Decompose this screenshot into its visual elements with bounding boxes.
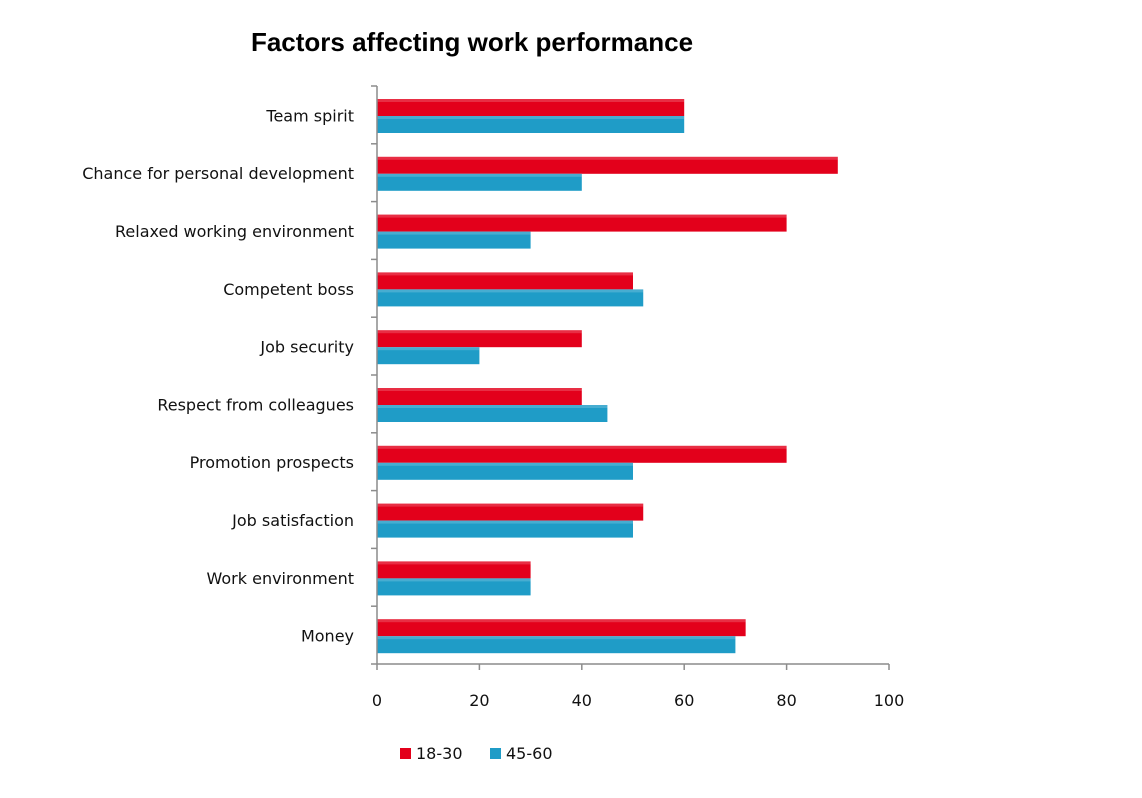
bar-highlight: [377, 561, 531, 565]
category-label: Relaxed working environment: [115, 222, 354, 241]
category-label: Job satisfaction: [231, 511, 354, 530]
category-label: Competent boss: [223, 280, 354, 299]
bar-18-30-job-security: [377, 330, 582, 348]
x-tick-label: 100: [874, 691, 905, 710]
bar-highlight: [377, 231, 531, 235]
bar-45-60-competent-boss: [377, 289, 644, 307]
bar-highlight: [377, 636, 736, 640]
bar-18-30-relaxed-working-environment: [377, 214, 787, 232]
legend-label: 18-30: [416, 744, 463, 763]
bar-45-60-promotion-prospects: [377, 462, 633, 480]
bar-45-60-relaxed-working-environment: [377, 231, 531, 249]
category-label: Money: [301, 627, 354, 646]
bar-highlight: [377, 503, 644, 507]
bar-highlight: [377, 405, 608, 408]
bar-highlight: [377, 330, 582, 334]
bar-18-30-competent-boss: [377, 272, 633, 290]
bar-highlight: [377, 347, 480, 351]
bar-highlight: [377, 99, 685, 102]
category-label: Job security: [259, 338, 354, 357]
bar-highlight: [377, 156, 838, 160]
x-tick-label: 80: [776, 691, 796, 710]
bar-45-60-job-satisfaction: [377, 520, 633, 538]
chart-title: Factors affecting work performance: [251, 27, 693, 57]
bar-highlight: [377, 173, 582, 177]
x-tick-label: 60: [674, 691, 694, 710]
bar-18-30-work-environment: [377, 561, 531, 579]
legend: 18-30 45-60: [400, 744, 553, 763]
bar-45-60-job-security: [377, 347, 480, 365]
bar-18-30-chance-for-personal-development: [377, 156, 838, 174]
bar-45-60-chance-for-personal-development: [377, 173, 582, 191]
bar-highlight: [377, 116, 685, 119]
bar-45-60-team-spirit: [377, 116, 685, 133]
category-label: Team spirit: [265, 106, 354, 125]
x-tick-label: 0: [372, 691, 382, 710]
legend-swatch: [490, 748, 501, 759]
bar-highlight: [377, 520, 633, 524]
legend-label: 45-60: [506, 744, 553, 763]
bar-18-30-promotion-prospects: [377, 445, 787, 463]
bar-highlight: [377, 272, 633, 276]
bar-highlight: [377, 289, 644, 293]
legend-swatch: [400, 748, 411, 759]
bar-highlight: [377, 619, 746, 623]
bar-highlight: [377, 462, 633, 466]
x-tick-label: 20: [469, 691, 489, 710]
category-label: Chance for personal development: [82, 164, 354, 183]
bar-18-30-job-satisfaction: [377, 503, 644, 521]
bar-45-60-respect-from-colleagues: [377, 405, 608, 422]
plot-area: Team spirit Chance for personal developme…: [82, 85, 905, 710]
x-tick-label: 40: [572, 691, 592, 710]
bar-highlight: [377, 578, 531, 582]
category-label: Respect from colleagues: [157, 395, 354, 414]
category-label: Work environment: [207, 569, 355, 588]
bar-highlight: [377, 445, 787, 449]
bar-45-60-work-environment: [377, 578, 531, 596]
bar-18-30-money: [377, 619, 746, 637]
bar-45-60-money: [377, 636, 736, 654]
category-label: Promotion prospects: [190, 453, 354, 472]
bar-18-30-respect-from-colleagues: [377, 388, 582, 405]
bar-highlight: [377, 388, 582, 391]
bar-18-30-team-spirit: [377, 99, 685, 116]
bar-highlight: [377, 214, 787, 218]
